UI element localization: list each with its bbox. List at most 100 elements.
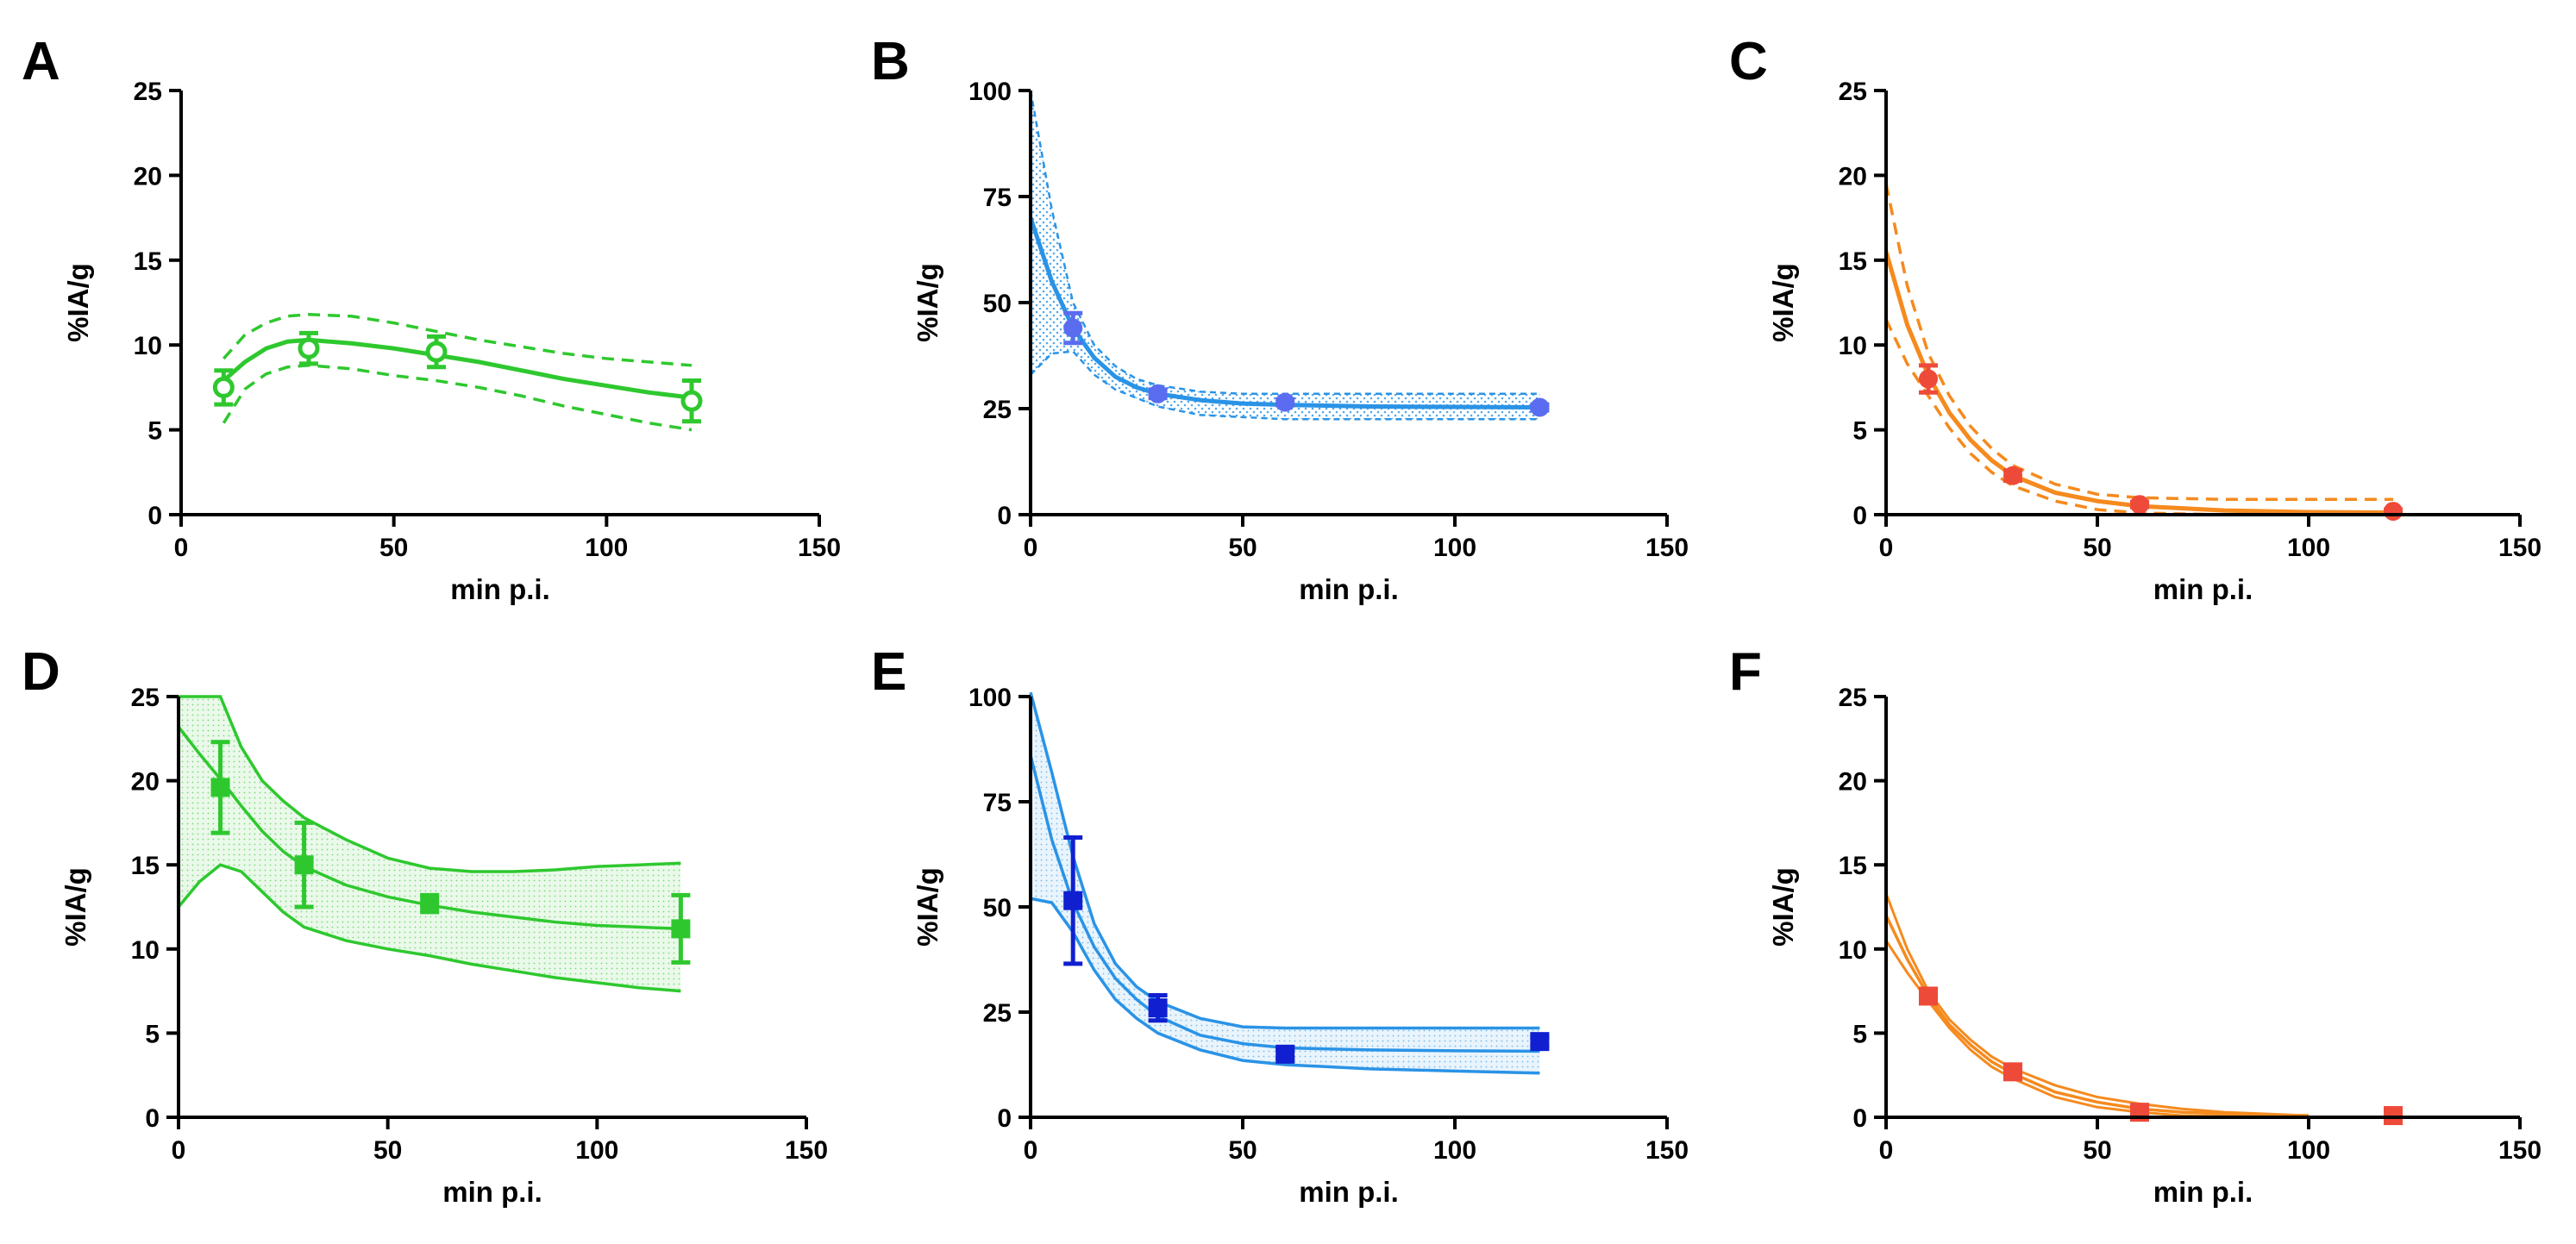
data-point — [1148, 998, 1168, 1018]
y-tick-label: 15 — [134, 247, 162, 276]
y-tick-label: 75 — [983, 789, 1012, 817]
x-tick-label: 150 — [2498, 1136, 2542, 1165]
y-tick-label: 0 — [997, 502, 1012, 530]
x-tick-label: 50 — [1228, 1136, 1257, 1165]
data-point — [210, 778, 230, 797]
data-point — [1919, 369, 1938, 389]
data-point — [2003, 466, 2022, 485]
x-axis-title: min p.i. — [1299, 1176, 1399, 1208]
x-tick-label: 100 — [575, 1136, 618, 1165]
panel-letter: E — [871, 642, 906, 702]
panel-letter: C — [1729, 32, 1768, 91]
y-tick-label: 5 — [1852, 1020, 1867, 1048]
y-tick-label: 15 — [131, 852, 160, 880]
data-point — [2384, 502, 2403, 522]
data-point — [1919, 986, 1938, 1006]
y-tick-label: 5 — [147, 417, 162, 446]
data-point — [1063, 318, 1083, 338]
fit-curve — [222, 337, 693, 400]
panel-letter: F — [1729, 642, 1762, 702]
panel-e: E 0 25 50 75 100 0 50 100 150 min p.i. %IA/g — [871, 642, 1689, 1208]
x-axis-title: min p.i. — [442, 1176, 542, 1208]
x-tick-label: 50 — [2083, 1136, 2111, 1165]
y-tick-label: 25 — [1839, 78, 1867, 106]
x-tick-label: 50 — [2083, 534, 2111, 562]
y-tick-label: 0 — [1852, 502, 1867, 530]
confidence-band-texture — [179, 697, 681, 991]
x-tick-label: 150 — [1645, 534, 1689, 562]
y-axis-title: %IA/g — [912, 867, 943, 947]
data-point — [1275, 1044, 1295, 1064]
x-tick-label: 50 — [373, 1136, 402, 1165]
y-tick-label: 25 — [131, 684, 160, 712]
data-point — [2130, 495, 2149, 515]
x-tick-label: 0 — [1879, 534, 1894, 562]
y-tick-label: 50 — [983, 290, 1012, 318]
data-point — [212, 376, 235, 398]
y-tick-label: 25 — [983, 396, 1012, 424]
data-point — [1148, 384, 1168, 403]
x-tick-label: 150 — [798, 534, 841, 562]
panel-letter: D — [22, 642, 60, 702]
y-tick-label: 5 — [1852, 417, 1867, 446]
y-tick-label: 0 — [1852, 1104, 1867, 1133]
data-point — [1063, 891, 1083, 910]
x-tick-label: 100 — [1433, 534, 1476, 562]
y-tick-label: 75 — [983, 184, 1012, 212]
fit-curve — [1884, 914, 2309, 1117]
y-tick-label: 10 — [1839, 332, 1867, 360]
data-point — [425, 341, 448, 363]
y-tick-label: 25 — [1839, 684, 1867, 712]
y-tick-label: 0 — [145, 1104, 160, 1133]
x-tick-label: 150 — [1645, 1136, 1689, 1165]
data-point — [671, 919, 691, 939]
data-point — [1530, 397, 1550, 417]
panel-b: B 0 25 50 75 100 0 50 100 150 min p.i. %IA/g — [871, 32, 1689, 605]
data-point — [298, 337, 320, 359]
x-tick-label: 100 — [2287, 1136, 2330, 1165]
x-tick-label: 0 — [172, 1136, 186, 1165]
panel-letter: A — [22, 32, 60, 91]
y-axis-title: %IA/g — [1767, 867, 1799, 947]
y-tick-label: 10 — [134, 332, 162, 360]
data-point — [294, 855, 314, 875]
fit-curve — [1029, 754, 1540, 1053]
x-tick-label: 0 — [1879, 1136, 1894, 1165]
data-point — [420, 894, 440, 914]
x-axis-title: min p.i. — [2153, 573, 2253, 605]
y-tick-label: 15 — [1839, 852, 1867, 880]
y-axis-title: %IA/g — [60, 867, 91, 947]
confidence-band-lower — [1884, 940, 2309, 1119]
confidence-band-lower — [1030, 350, 1540, 421]
y-tick-label: 50 — [983, 894, 1012, 922]
y-axis-title: %IA/g — [62, 263, 94, 342]
y-tick-label: 20 — [134, 162, 162, 191]
confidence-band-upper — [223, 313, 693, 367]
y-tick-label: 20 — [1839, 768, 1867, 797]
y-tick-label: 20 — [131, 768, 160, 797]
y-tick-label: 0 — [997, 1104, 1012, 1133]
fit-curve — [177, 726, 681, 931]
confidence-band-texture — [1031, 692, 1540, 1073]
y-tick-label: 0 — [147, 502, 162, 530]
x-tick-label: 0 — [1024, 534, 1038, 562]
x-axis-title: min p.i. — [1299, 573, 1399, 605]
confidence-band-upper — [179, 695, 681, 873]
y-tick-label: 5 — [145, 1020, 160, 1048]
confidence-band-upper — [1884, 183, 2393, 502]
data-point — [1275, 392, 1295, 412]
confidence-band-upper — [1029, 90, 1540, 396]
x-tick-label: 100 — [1433, 1136, 1476, 1165]
x-tick-label: 50 — [1228, 534, 1257, 562]
y-axis-title: %IA/g — [912, 263, 943, 342]
x-tick-label: 100 — [2287, 534, 2330, 562]
data-point — [1530, 1032, 1550, 1052]
confidence-band-lower — [222, 364, 693, 432]
y-tick-label: 100 — [968, 78, 1012, 106]
x-tick-label: 50 — [379, 534, 408, 562]
data-point — [2003, 1062, 2022, 1082]
confidence-band-upper — [1884, 892, 2310, 1117]
x-tick-label: 150 — [2498, 534, 2542, 562]
y-tick-label: 10 — [1839, 936, 1867, 965]
